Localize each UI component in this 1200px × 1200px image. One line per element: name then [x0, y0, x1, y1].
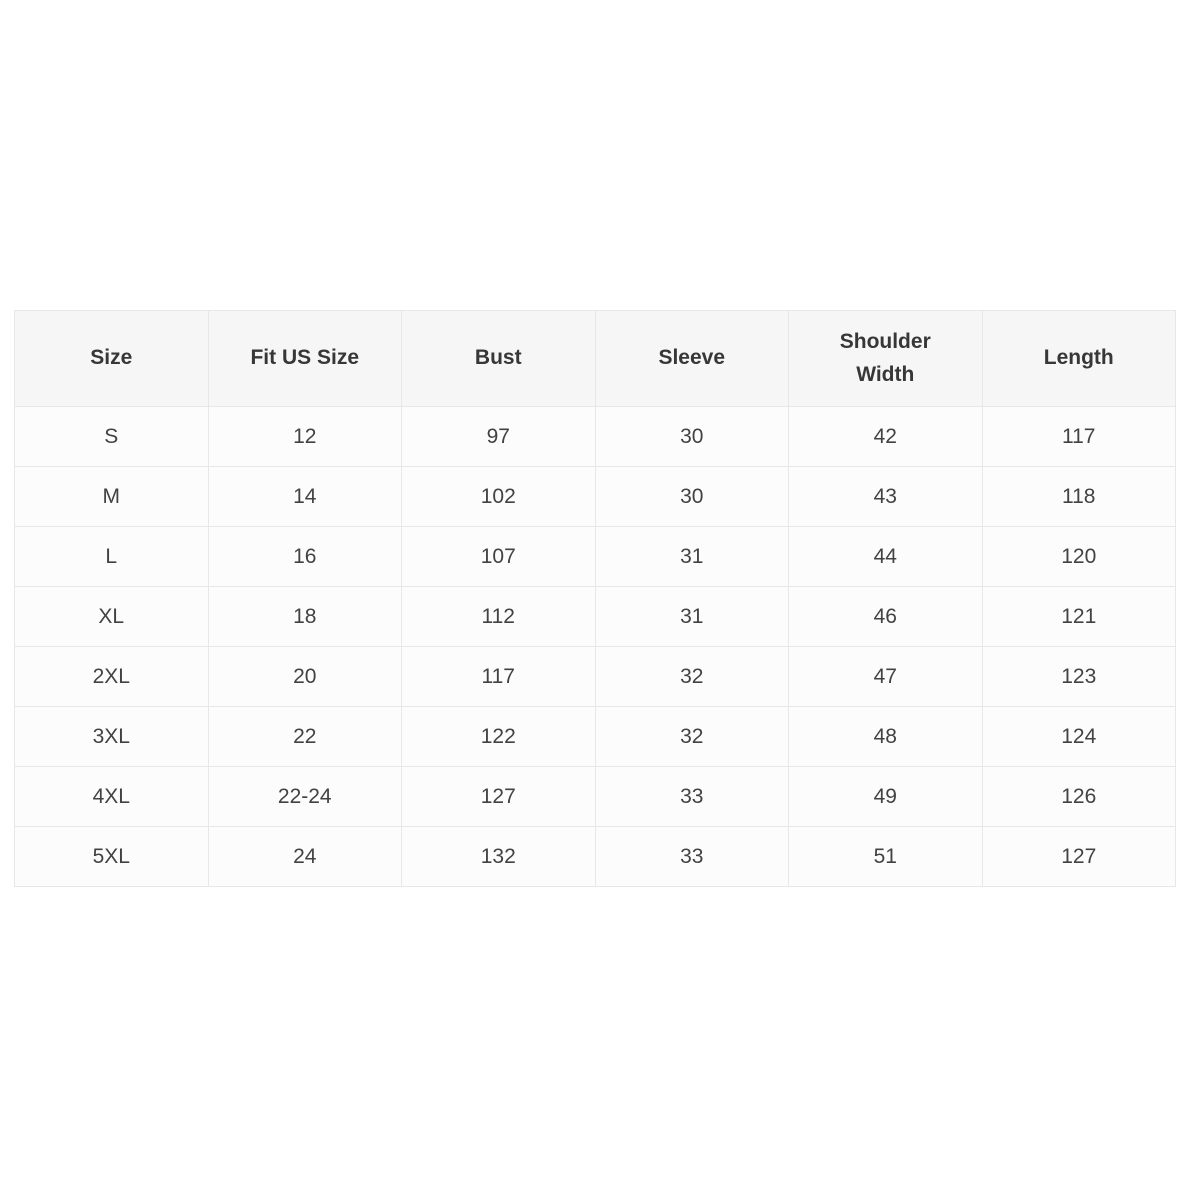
header-cell: Sleeve [594, 310, 789, 407]
body-cell: 46 [788, 586, 983, 647]
body-cell: XL [14, 586, 209, 647]
body-cell: 32 [594, 706, 789, 767]
body-cell: 132 [401, 826, 596, 887]
body-cell: 22-24 [207, 766, 402, 827]
body-cell: 33 [594, 766, 789, 827]
table-row: S 12 97 30 42 117 [14, 406, 1176, 467]
body-cell: 44 [788, 526, 983, 587]
body-cell: 126 [981, 766, 1176, 827]
body-cell: 2XL [14, 646, 209, 707]
body-cell: 123 [981, 646, 1176, 707]
body-cell: 18 [207, 586, 402, 647]
body-cell: 43 [788, 466, 983, 527]
body-cell: 24 [207, 826, 402, 887]
body-cell: 31 [594, 526, 789, 587]
body-cell: 30 [594, 466, 789, 527]
size-table: Size Fit US Size Bust Sleeve Shoulder Width L… [14, 310, 1176, 887]
body-cell: 121 [981, 586, 1176, 647]
body-cell: 33 [594, 826, 789, 887]
body-cell: 120 [981, 526, 1176, 587]
size-table-header: Size Fit US Size Bust Sleeve Shoulder Width L… [14, 310, 1176, 407]
body-cell: 16 [207, 526, 402, 587]
body-cell: L [14, 526, 209, 587]
table-row: L 16 107 31 44 120 [14, 526, 1176, 587]
body-cell: 122 [401, 706, 596, 767]
body-cell: 3XL [14, 706, 209, 767]
body-cell: 97 [401, 406, 596, 467]
table-row: 5XL 24 132 33 51 127 [14, 826, 1176, 887]
body-cell: 31 [594, 586, 789, 647]
body-cell: 49 [788, 766, 983, 827]
body-cell: 107 [401, 526, 596, 587]
body-cell: 42 [788, 406, 983, 467]
body-cell: 30 [594, 406, 789, 467]
header-cell: Bust [401, 310, 596, 407]
table-row: 3XL 22 122 32 48 124 [14, 706, 1176, 767]
table-row: 4XL 22-24 127 33 49 126 [14, 766, 1176, 827]
body-cell: 102 [401, 466, 596, 527]
body-cell: 12 [207, 406, 402, 467]
body-cell: 118 [981, 466, 1176, 527]
body-cell: M [14, 466, 209, 527]
header-cell: Shoulder Width [788, 310, 983, 407]
header-row: Size Fit US Size Bust Sleeve Shoulder Width L… [14, 310, 1176, 407]
body-cell: 32 [594, 646, 789, 707]
body-cell: 14 [207, 466, 402, 527]
header-cell: Size [14, 310, 209, 407]
table-row: M 14 102 30 43 118 [14, 466, 1176, 527]
body-cell: 117 [401, 646, 596, 707]
table-row: 2XL 20 117 32 47 123 [14, 646, 1176, 707]
body-cell: 124 [981, 706, 1176, 767]
body-cell: 117 [981, 406, 1176, 467]
size-table-body: S 12 97 30 42 117 M 14 102 30 43 118 L 16 107 31 44 120 XL… [14, 406, 1176, 887]
body-cell: 5XL [14, 826, 209, 887]
body-cell: 112 [401, 586, 596, 647]
body-cell: 4XL [14, 766, 209, 827]
table-row: XL 18 112 31 46 121 [14, 586, 1176, 647]
body-cell: 127 [981, 826, 1176, 887]
body-cell: 127 [401, 766, 596, 827]
header-cell: Fit US Size [207, 310, 402, 407]
body-cell: 51 [788, 826, 983, 887]
body-cell: S [14, 406, 209, 467]
body-cell: 22 [207, 706, 402, 767]
body-cell: 47 [788, 646, 983, 707]
header-cell: Length [981, 310, 1176, 407]
body-cell: 48 [788, 706, 983, 767]
body-cell: 20 [207, 646, 402, 707]
